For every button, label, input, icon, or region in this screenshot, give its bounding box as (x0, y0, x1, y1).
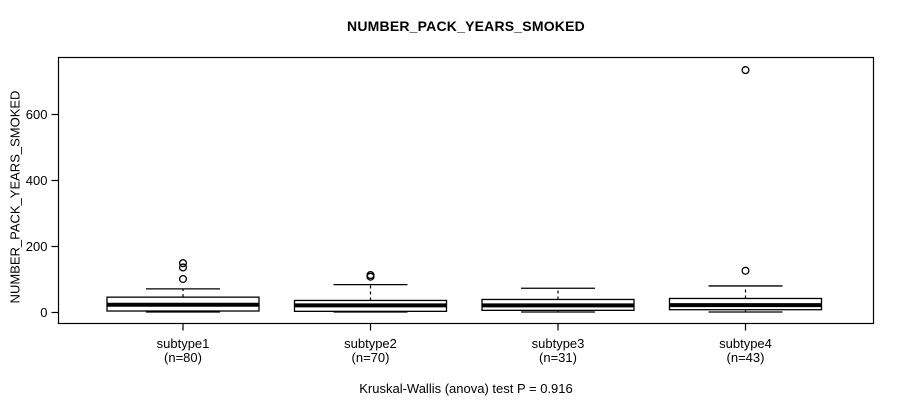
outlier-subtype1 (178, 263, 188, 272)
x-category-label-subtype1: subtype1 (n=80) (157, 337, 210, 364)
category-name: subtype3 (531, 336, 585, 351)
x-category-label-subtype2: subtype2 (n=70) (344, 337, 397, 364)
category-n: (n=43) (726, 349, 765, 365)
chart-title: NUMBER_PACK_YEARS_SMOKED (347, 18, 585, 34)
plot-border (57, 56, 875, 325)
y-tick-label: 600 (26, 107, 48, 122)
x-category-label-subtype3: subtype3 (n=31) (532, 337, 585, 364)
outlier-subtype1 (178, 274, 188, 284)
x-category-label-subtype4: subtype4 (n=43) (719, 337, 772, 364)
category-name: subtype1 (156, 336, 210, 351)
category-name: subtype2 (344, 336, 397, 351)
y-tick-label: 0 (40, 305, 47, 320)
category-name: subtype4 (719, 336, 772, 351)
category-n: (n=31) (539, 349, 577, 365)
outlier-subtype4 (741, 66, 750, 75)
y-tick-label: 200 (26, 239, 48, 254)
outlier-subtype4 (741, 266, 750, 275)
stat-test-caption: Kruskal-Wallis (anova) test P = 0.916 (359, 381, 573, 396)
category-n: (n=80) (164, 349, 202, 365)
y-tick-label: 400 (26, 173, 48, 188)
category-n: (n=70) (351, 349, 390, 365)
outlier-subtype2 (366, 270, 375, 280)
outlier-subtype1 (178, 259, 188, 268)
